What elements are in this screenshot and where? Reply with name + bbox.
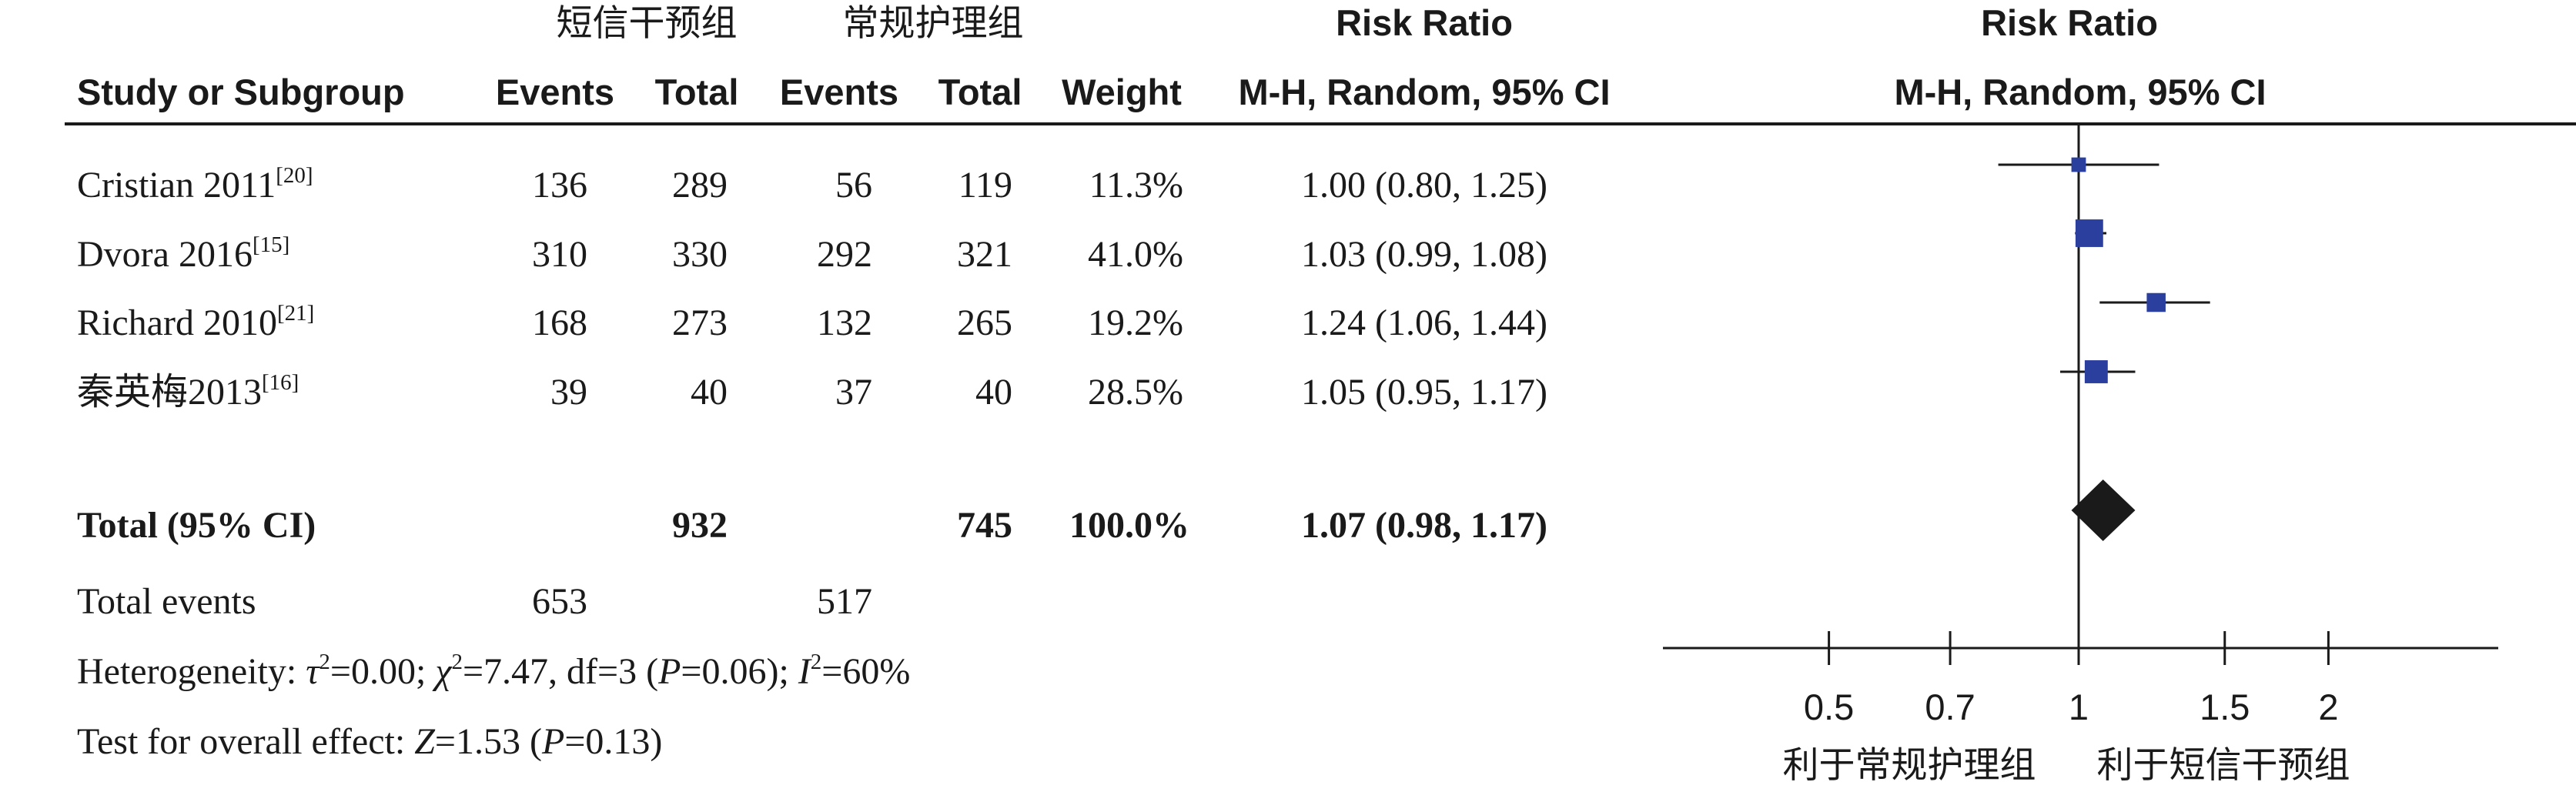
events-experimental: 310	[532, 234, 587, 275]
effect-size-marker	[2075, 219, 2103, 247]
header-study: Study or Subgroup	[77, 72, 405, 112]
risk-ratio-value: 1.05 (0.95, 1.17)	[1301, 372, 1547, 413]
x-axis-ticks: 0.5 0.7 1 1.5 2	[1804, 631, 2338, 727]
study-row: Dvora 2016[15] 310 330 292 321 41.0% 1.0…	[77, 232, 1547, 275]
study-name: Cristian 2011[20]	[77, 163, 313, 206]
header-events-control: Events	[780, 72, 898, 112]
study-reference: [16]	[262, 370, 299, 395]
favours-control-label: 利于常规护理组	[1783, 744, 2036, 787]
risk-ratio-value: 1.24 (1.06, 1.44)	[1301, 302, 1547, 343]
total-experimental: 330	[672, 234, 728, 275]
x-axis-tick-label: 2	[2318, 687, 2338, 727]
header-events-experimental: Events	[496, 72, 614, 112]
x-axis-tick-label: 0.5	[1804, 687, 1854, 727]
group-header-experimental: 短信干预组	[557, 2, 738, 45]
events-experimental: 39	[550, 372, 587, 413]
study-reference: [20]	[276, 163, 313, 188]
favours-experimental-label: 利于短信干预组	[2097, 744, 2350, 787]
group-header-control: 常规护理组	[843, 2, 1024, 45]
total-label: Total (95% CI)	[77, 505, 316, 546]
weight-value: 11.3%	[1089, 165, 1183, 206]
total-control: 265	[957, 302, 1012, 343]
x-axis-tick-label: 0.7	[1925, 687, 1975, 727]
events-control: 132	[817, 302, 872, 343]
total-control: 119	[958, 165, 1012, 206]
total-n-control: 745	[957, 505, 1012, 546]
x-axis-tick-label: 1	[2069, 687, 2089, 727]
total-control: 321	[957, 234, 1012, 275]
weight-value: 41.0%	[1088, 234, 1183, 275]
risk-ratio-value: 1.00 (0.80, 1.25)	[1301, 165, 1547, 206]
header-plot-method: M-H, Random, 95% CI	[1894, 72, 2266, 112]
weight-value: 19.2%	[1088, 302, 1183, 343]
study-reference: [15]	[253, 232, 289, 257]
total-events-experimental: 653	[532, 581, 587, 622]
total-experimental: 289	[672, 165, 728, 206]
header-rr-method: M-H, Random, 95% CI	[1238, 72, 1610, 112]
study-row: Cristian 2011[20] 136 289 56 119 11.3% 1…	[77, 163, 1547, 206]
pooled-effect-diamond	[2071, 480, 2136, 541]
total-experimental: 40	[691, 372, 728, 413]
events-control: 37	[835, 372, 872, 413]
total-control: 40	[975, 372, 1012, 413]
header-total-control: Total	[938, 72, 1022, 112]
study-reference: [21]	[277, 301, 314, 326]
effect-size-marker	[2071, 157, 2086, 172]
x-axis-tick-label: 1.5	[2200, 687, 2250, 727]
effect-size-marker	[2084, 360, 2108, 383]
total-row: Total (95% CI) 932 745 100.0% 1.07 (0.98…	[77, 505, 1547, 546]
rr-header-title: Risk Ratio	[1336, 2, 1513, 43]
study-name: 秦英梅2013[16]	[77, 370, 299, 413]
events-experimental: 136	[532, 165, 587, 206]
weight-value: 28.5%	[1088, 372, 1183, 413]
study-name: Richard 2010[21]	[77, 301, 314, 343]
total-risk-ratio: 1.07 (0.98, 1.17)	[1301, 505, 1547, 546]
overall-effect-test: Test for overall effect: Z=1.53 (P=0.13)	[77, 721, 662, 762]
heterogeneity-statistics: Heterogeneity: τ2=0.00; χ2=7.47, df=3 (P…	[77, 650, 910, 692]
study-row: 秦英梅2013[16] 39 40 37 40 28.5% 1.05 (0.95…	[77, 370, 1547, 413]
total-events-control: 517	[817, 581, 872, 622]
plot-header-title: Risk Ratio	[1981, 2, 2158, 43]
risk-ratio-value: 1.03 (0.99, 1.08)	[1301, 234, 1547, 275]
study-markers	[1998, 157, 2210, 383]
header-weight: Weight	[1062, 72, 1182, 112]
total-weight: 100.0%	[1069, 505, 1189, 546]
total-experimental: 273	[672, 302, 728, 343]
events-experimental: 168	[532, 302, 587, 343]
pooled-effect	[2071, 480, 2136, 541]
total-events-row: Total events 653 517	[77, 581, 872, 622]
study-row: Richard 2010[21] 168 273 132 265 19.2% 1…	[77, 301, 1547, 343]
total-n-experimental: 932	[672, 505, 728, 546]
study-name: Dvora 2016[15]	[77, 232, 289, 275]
total-events-label: Total events	[77, 581, 256, 622]
header-total-experimental: Total	[655, 72, 739, 112]
events-control: 56	[835, 165, 872, 206]
events-control: 292	[817, 234, 872, 275]
effect-size-marker	[2146, 292, 2166, 312]
